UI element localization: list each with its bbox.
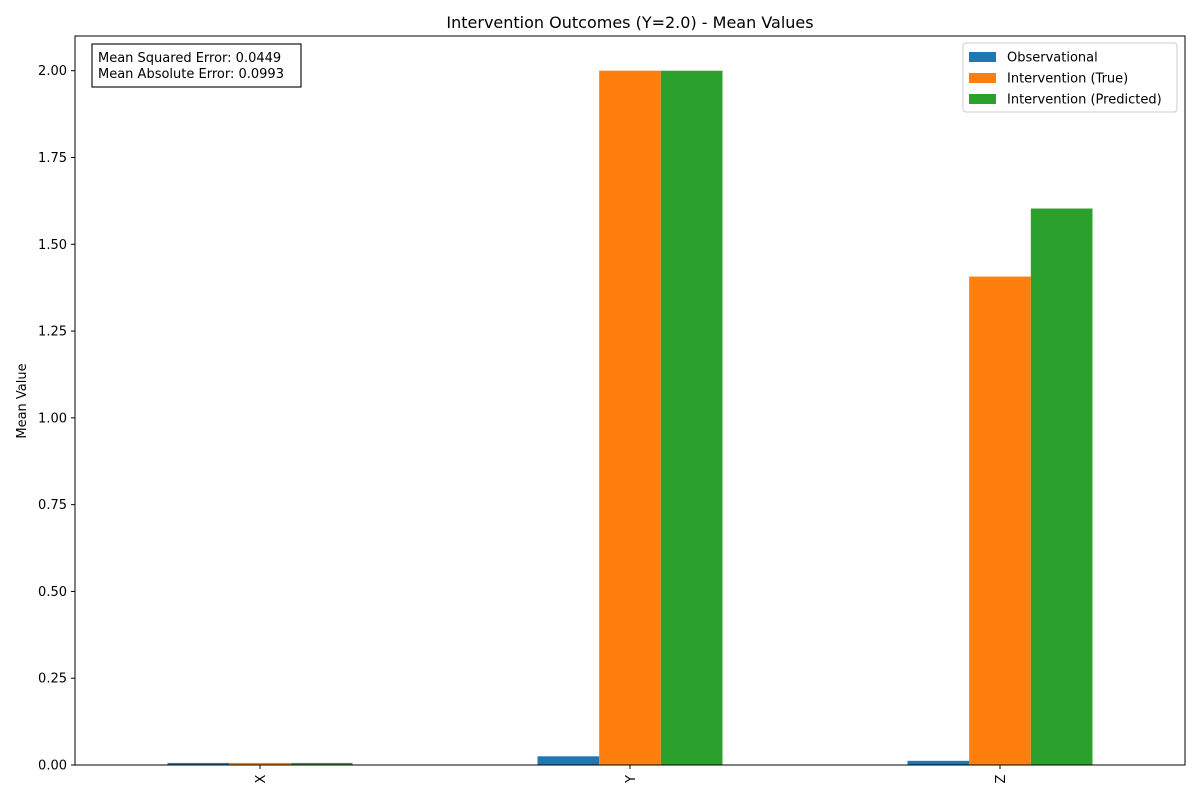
y-tick-label: 0.25 [38,672,67,687]
bar-y-series-2 [599,70,661,765]
legend-box [962,42,1178,113]
legend-label: Observational [1007,51,1098,66]
legend-swatch [969,52,996,62]
metrics-box: Mean Squared Error: 0.0449 Mean Absolute… [91,43,302,88]
y-axis-label: Mean Value [15,363,30,438]
legend-label: Intervention (True) [1007,72,1128,87]
bar-y-series-3 [660,70,723,765]
y-tick-label: 0.75 [38,498,67,513]
x-tick-label: X [254,774,269,783]
bar-z-series-3 [1030,208,1093,765]
chart-title: Intervention Outcomes (Y=2.0) - Mean Val… [446,13,813,32]
bar-y-series-1 [537,756,600,765]
plot-frame [74,35,1186,766]
x-tick-label: Y [624,775,639,784]
y-tick-label: 1.00 [38,411,67,426]
y-tick-label: 1.50 [38,238,67,253]
legend: Observational Intervention (True) Interven… [962,42,1178,113]
bar-x-series-1 [167,762,230,765]
bar-x-series-2 [229,762,291,765]
axes-layer: X Y Z 0.00 0.25 0.50 0.75 1.00 1.25 1.50 1.75 2.00 [38,35,1186,784]
bar-z-series-1 [907,760,970,765]
legend-swatch [969,94,996,104]
y-tick-label: 1.25 [38,325,67,340]
bar-z-series-2 [969,276,1031,765]
legend-label: Intervention (Predicted) [1007,93,1162,108]
x-tick-label: Z [994,774,1009,783]
legend-swatch [969,73,996,83]
y-tick-label: 0.50 [38,585,67,600]
bar-x-series-3 [290,762,353,765]
y-tick-label: 1.75 [38,151,67,166]
y-tick-label: 2.00 [38,64,67,79]
mae-annotation: Mean Absolute Error: 0.0993 [98,67,284,82]
bars-layer [167,70,1093,765]
y-tick-label: 0.00 [38,759,67,774]
mse-annotation: Mean Squared Error: 0.0449 [98,51,281,66]
